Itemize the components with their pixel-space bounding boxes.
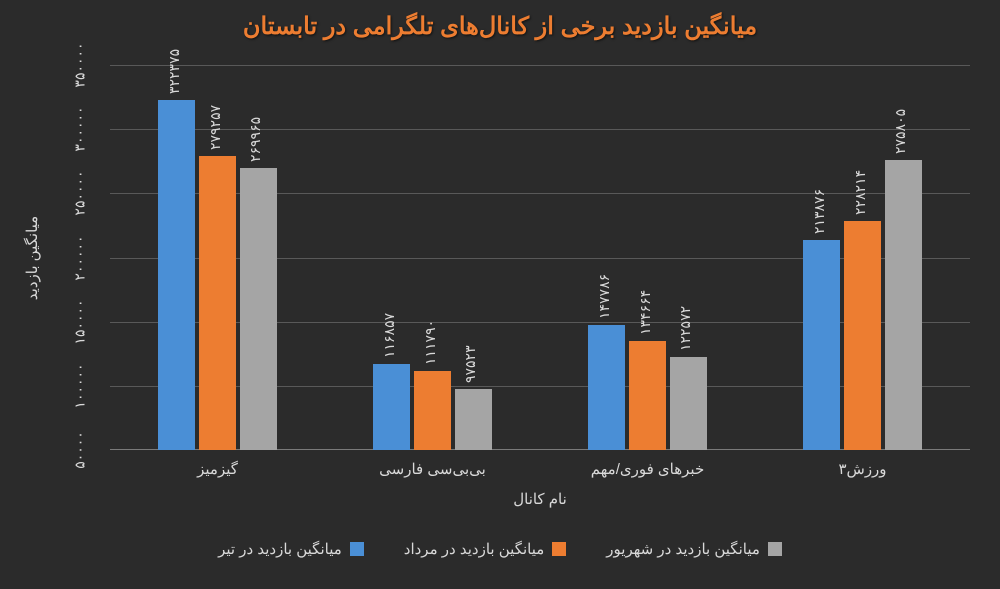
y-tick-label: ۱۰۰۰۰۰ [72, 363, 89, 408]
legend-swatch [552, 542, 566, 556]
legend-item: میانگین بازدید در شهریور [606, 540, 782, 558]
gridline [110, 386, 970, 387]
x-category-label: ورزش۳ [838, 460, 886, 478]
y-tick-label: ۲۰۰۰۰۰ [72, 235, 89, 280]
bar [885, 160, 922, 450]
bar-value-label: ۹۷۵۲۳ [462, 345, 479, 383]
x-category-label: گیزمیز [197, 460, 238, 478]
bar [414, 371, 451, 450]
legend-label: میانگین بازدید در تیر [218, 540, 342, 558]
bar-value-label: ۲۷۹۲۵۷ [207, 105, 224, 150]
bar-value-label: ۱۴۷۷۸۶ [596, 273, 613, 318]
chart-root: میانگین بازدید برخی از کانال‌های تلگرامی… [0, 0, 1000, 589]
bar [629, 341, 666, 450]
bar-value-label: ۱۳۴۶۶۴ [637, 290, 654, 335]
bar-value-label: ۱۱۶۸۵۷ [381, 313, 398, 358]
x-category-label: خبرهای فوری/مهم [591, 460, 704, 478]
legend-label: میانگین بازدید در مرداد [404, 540, 545, 558]
y-tick-label: ۳۵۰۰۰۰ [72, 42, 89, 87]
bar [670, 357, 707, 450]
bar-value-label: ۱۲۲۵۷۲ [677, 306, 694, 351]
gridline [110, 193, 970, 194]
x-baseline [110, 449, 970, 450]
bar-value-label: ۲۲۸۲۱۴ [852, 170, 869, 215]
chart-title: میانگین بازدید برخی از کانال‌های تلگرامی… [0, 12, 1000, 41]
bar [158, 100, 195, 450]
y-tick-label: ۳۰۰۰۰۰ [72, 107, 89, 152]
gridline [110, 129, 970, 130]
bar [373, 364, 410, 450]
bar-value-label: ۲۶۹۹۶۵ [247, 117, 264, 162]
bar-value-label: ۲۱۳۸۷۶ [811, 189, 828, 234]
x-axis-title: نام کانال [513, 490, 567, 508]
bar [588, 325, 625, 450]
legend-label: میانگین بازدید در شهریور [606, 540, 760, 558]
bar [199, 156, 236, 450]
bar [844, 221, 881, 450]
legend: میانگین بازدید در تیر میانگین بازدید در م… [0, 540, 1000, 558]
legend-item: میانگین بازدید در مرداد [404, 540, 567, 558]
bar [803, 240, 840, 450]
bar [455, 389, 492, 450]
legend-swatch [350, 542, 364, 556]
gridline [110, 65, 970, 66]
bar-value-label: ۲۷۵۸۰۵ [892, 109, 909, 154]
bar [240, 168, 277, 450]
bar-value-label: ۱۱۱۷۹۰ [422, 320, 439, 365]
plot-area: ۳۲۲۳۷۵۲۷۹۲۵۷۲۶۹۹۶۵۱۱۶۸۵۷۱۱۱۷۹۰۹۷۵۲۳۱۴۷۷۸… [110, 65, 970, 450]
gridline [110, 258, 970, 259]
x-category-label: بی‌بی‌سی فارسی [379, 460, 486, 478]
bar-value-label: ۳۲۲۳۷۵ [166, 49, 183, 94]
y-tick-label: ۱۵۰۰۰۰ [72, 299, 89, 344]
y-tick-label: ۵۰۰۰۰ [72, 431, 89, 469]
legend-item: میانگین بازدید در تیر [218, 540, 364, 558]
gridline [110, 322, 970, 323]
y-tick-label: ۲۵۰۰۰۰ [72, 171, 89, 216]
y-axis-title: میانگین بازدید [23, 215, 41, 299]
legend-swatch [768, 542, 782, 556]
